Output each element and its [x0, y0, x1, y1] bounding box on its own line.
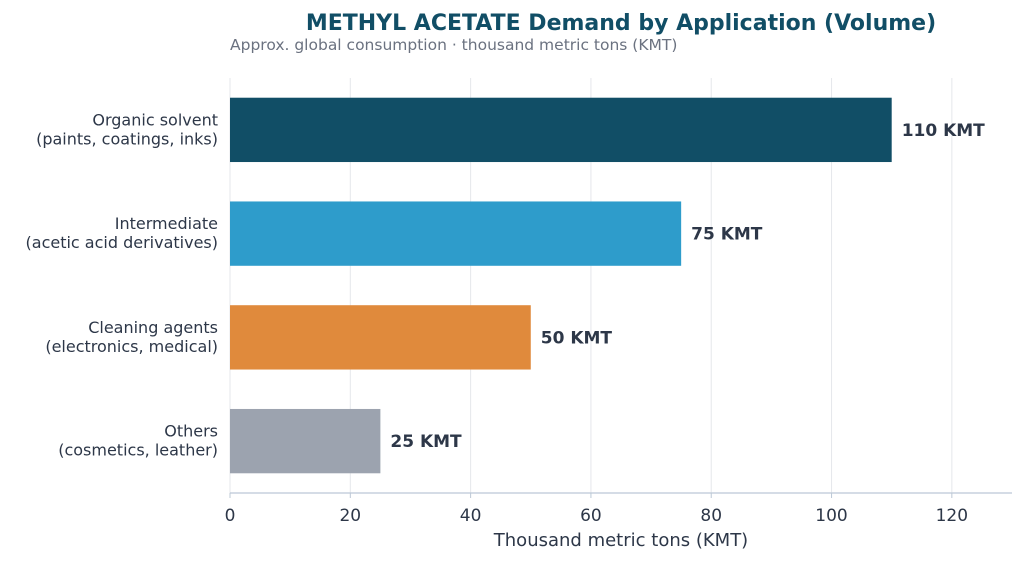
category-label: (cosmetics, leather) — [58, 441, 218, 460]
bar — [230, 305, 531, 370]
x-tick-label: 120 — [936, 506, 968, 526]
category-label: (acetic acid derivatives) — [26, 233, 218, 252]
bar-value-label: 75 KMT — [691, 225, 763, 245]
bar — [230, 97, 892, 163]
category-label: Organic solvent — [92, 110, 218, 129]
category-label: Others — [164, 422, 218, 441]
bar-value-label: 25 KMT — [390, 432, 462, 452]
bar-value-label: 50 KMT — [541, 328, 613, 348]
category-label: (paints, coatings, inks) — [36, 129, 218, 148]
x-tick-label: 40 — [460, 506, 482, 526]
category-label: Intermediate — [115, 214, 218, 233]
bars: 110 KMT 75 KMT 50 KMT 25 KMT — [230, 97, 985, 474]
bar — [230, 408, 381, 474]
bar-value-label: 110 KMT — [902, 121, 985, 141]
x-axis-ticks: 0 20 40 60 80 100 120 — [225, 493, 968, 526]
bar — [230, 201, 682, 266]
x-tick-label: 60 — [580, 506, 602, 526]
chart-subtitle: Approx. global consumption · thousand me… — [230, 36, 677, 54]
x-tick-label: 0 — [225, 506, 236, 526]
x-tick-label: 80 — [700, 506, 722, 526]
category-labels: Organic solvent(paints, coatings, inks) I… — [26, 110, 218, 459]
x-axis-label: Thousand metric tons (KMT) — [493, 530, 748, 551]
category-label: Cleaning agents — [88, 318, 218, 337]
chart-title: METHYL ACETATE Demand by Application (Vo… — [306, 11, 936, 36]
x-tick-label: 100 — [815, 506, 847, 526]
category-label: (electronics, medical) — [45, 337, 218, 356]
x-tick-label: 20 — [339, 506, 361, 526]
